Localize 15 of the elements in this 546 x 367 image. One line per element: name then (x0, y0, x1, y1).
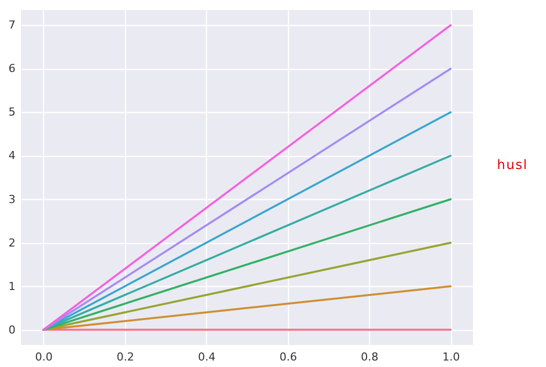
x-tick-label: 1.0 (442, 350, 460, 364)
y-tick-label: 3 (8, 192, 16, 206)
y-tick-label: 4 (8, 149, 16, 162)
x-tick-label: 0.0 (35, 350, 53, 364)
y-tick-label: 7 (8, 18, 16, 32)
x-tick-label: 0.2 (116, 350, 134, 364)
y-tick-label: 1 (8, 280, 16, 293)
y-tick-label: 2 (8, 236, 16, 250)
x-tick-label: 0.4 (198, 350, 216, 364)
y-tick-label: 5 (8, 106, 16, 119)
y-tick-label: 0 (8, 323, 16, 336)
x-tick-label: 0.8 (360, 350, 378, 364)
y-tick-label: 6 (8, 62, 16, 76)
x-tick-label: 0.6 (279, 350, 297, 364)
text: husl (497, 158, 528, 173)
